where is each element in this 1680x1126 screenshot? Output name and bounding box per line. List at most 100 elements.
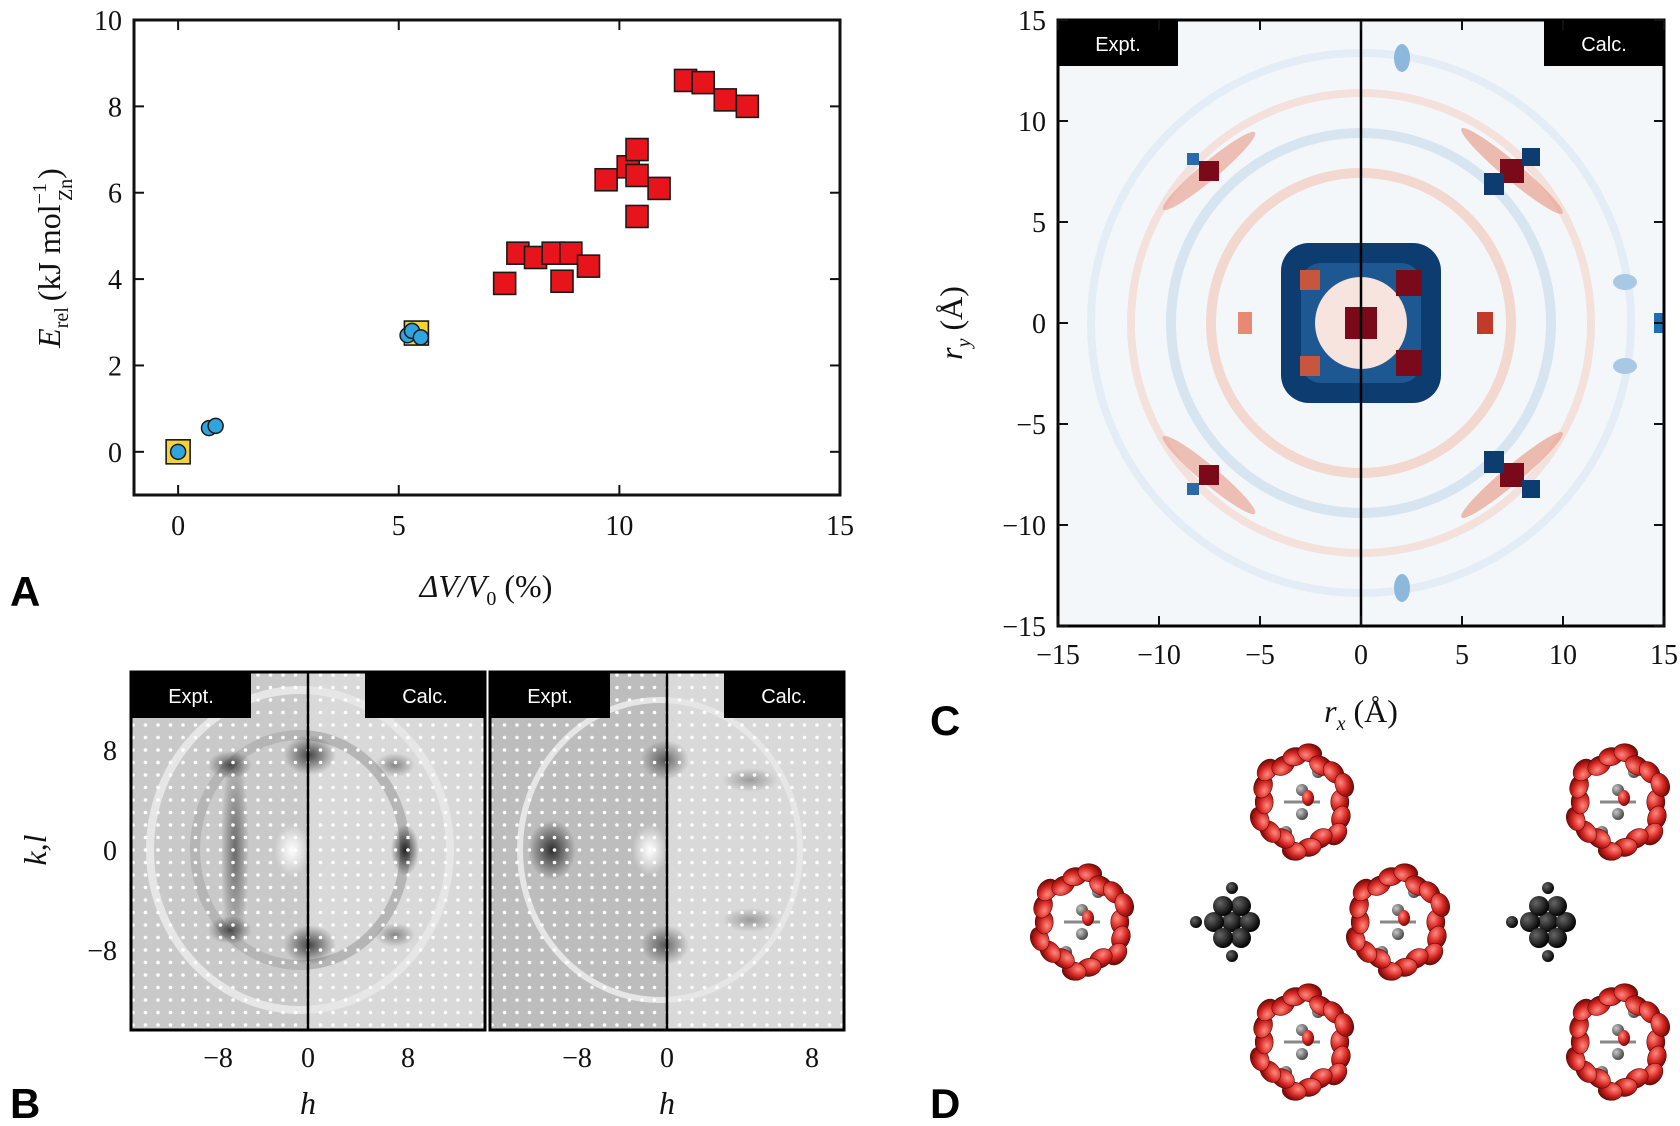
b-lattice-dot <box>552 873 557 877</box>
b-lattice-dot <box>218 735 223 740</box>
b-lattice-dot <box>790 760 794 765</box>
b-lattice-dot <box>206 760 210 765</box>
b-lattice-dot <box>218 760 223 765</box>
b-lattice-dot <box>677 973 682 977</box>
b-lattice-dot <box>615 898 619 902</box>
b-lattice-dot <box>318 923 323 927</box>
b-lattice-dot <box>193 1023 198 1027</box>
b-lattice-dot <box>331 910 335 915</box>
b-lattice-dot <box>168 885 173 890</box>
b-lattice-dot <box>206 835 210 840</box>
b-lattice-dot <box>268 710 273 715</box>
b-lattice-dot <box>218 935 223 940</box>
b-lattice-dot <box>790 798 794 802</box>
b-lattice-dot <box>765 885 769 890</box>
b-lattice-dot <box>577 985 582 990</box>
b-lattice-dot <box>231 723 235 727</box>
b-lattice-dot <box>677 798 682 802</box>
b-lattice-dot <box>156 973 160 977</box>
b-lattice-dot <box>431 798 435 802</box>
d-molecule-right <box>1345 743 1671 1101</box>
b-lattice-dot <box>331 898 335 902</box>
b-lattice-dot <box>268 673 273 677</box>
b-lattice-dot <box>293 748 298 752</box>
b-lattice-dot <box>752 1010 757 1015</box>
b-lattice-dot <box>331 985 335 990</box>
b-lattice-dot <box>256 873 260 877</box>
b-lattice-dot <box>368 723 373 727</box>
b-lattice-dot <box>368 823 373 827</box>
b-lattice-dot <box>640 1010 644 1015</box>
b-lattice-dot <box>690 685 694 690</box>
b-lattice-dot <box>418 773 423 777</box>
b-lattice-dot <box>690 798 694 802</box>
b-lattice-dot <box>540 773 544 777</box>
b-lattice-dot <box>690 785 694 790</box>
b-lattice-dot <box>368 773 373 777</box>
b-lattice-dot <box>777 1023 782 1027</box>
b-lattice-dot <box>356 710 360 715</box>
b-lattice-dot <box>752 773 757 777</box>
b-lattice-dot <box>815 760 819 765</box>
b-lattice-dot <box>393 973 398 977</box>
b-lattice-dot <box>418 823 423 827</box>
b-lattice-dot <box>231 848 235 852</box>
b-lattice-dot <box>790 898 794 902</box>
a-point-circle <box>169 443 187 461</box>
b-lattice-dot <box>827 785 832 790</box>
b-lattice-dot <box>181 848 185 852</box>
d-zinc-atom <box>1240 912 1260 932</box>
b-lattice-dot <box>565 935 569 940</box>
b-lattice-dot <box>752 785 757 790</box>
b-lattice-dot <box>802 723 807 727</box>
b-lattice-dot <box>243 985 248 990</box>
b-lattice-dot <box>677 848 682 852</box>
b-lattice-dot <box>815 948 819 952</box>
b-lattice-dot <box>540 848 544 852</box>
b-lattice-dot <box>268 923 273 927</box>
b-lattice-dot <box>790 723 794 727</box>
b-lattice-dot <box>802 735 807 740</box>
b1-reciprocal-dots <box>131 673 485 1027</box>
b-lattice-dot <box>281 985 285 990</box>
b-lattice-dot <box>752 760 757 765</box>
b-lattice-dot <box>627 923 632 927</box>
b-lattice-dot <box>156 885 160 890</box>
b-lattice-dot <box>193 1010 198 1015</box>
b-lattice-dot <box>256 1023 260 1027</box>
b-lattice-dot <box>715 698 719 702</box>
b-lattice-dot <box>431 948 435 952</box>
d-oxygen-ellipsoid <box>1650 1012 1671 1037</box>
c-diag-lr-neg2 <box>1522 480 1540 498</box>
b-lattice-dot <box>565 1023 569 1027</box>
b-lattice-dot <box>281 910 285 915</box>
b-lattice-dot <box>256 673 260 677</box>
ylabel-main: E <box>31 328 67 349</box>
b-lattice-dot <box>715 748 719 752</box>
b-lattice-dot <box>702 873 707 877</box>
b2-calc-br <box>722 908 778 932</box>
b-lattice-dot <box>468 748 473 752</box>
b-lattice-dot <box>193 910 198 915</box>
b-lattice-dot <box>331 810 335 815</box>
b-lattice-dot <box>590 973 594 977</box>
b-lattice-dot <box>356 723 360 727</box>
b-lattice-dot <box>268 998 273 1002</box>
b-lattice-dot <box>677 885 682 890</box>
b-lattice-dot <box>690 985 694 990</box>
b-lattice-dot <box>456 735 460 740</box>
b-lattice-dot <box>293 1010 298 1015</box>
b-lattice-dot <box>318 910 323 915</box>
b-lattice-dot <box>268 835 273 840</box>
b-lattice-dot <box>143 760 148 765</box>
b-lattice-dot <box>406 898 410 902</box>
b-lattice-dot <box>443 898 448 902</box>
b-lattice-dot <box>740 810 744 815</box>
b-lattice-dot <box>243 910 248 915</box>
b-lattice-dot <box>715 948 719 952</box>
b-lattice-dot <box>418 910 423 915</box>
b-lattice-dot <box>702 835 707 840</box>
b-lattice-dot <box>652 685 657 690</box>
ylabel-unit-close: ) <box>31 168 67 179</box>
b2-tag-left-bg <box>490 672 610 718</box>
